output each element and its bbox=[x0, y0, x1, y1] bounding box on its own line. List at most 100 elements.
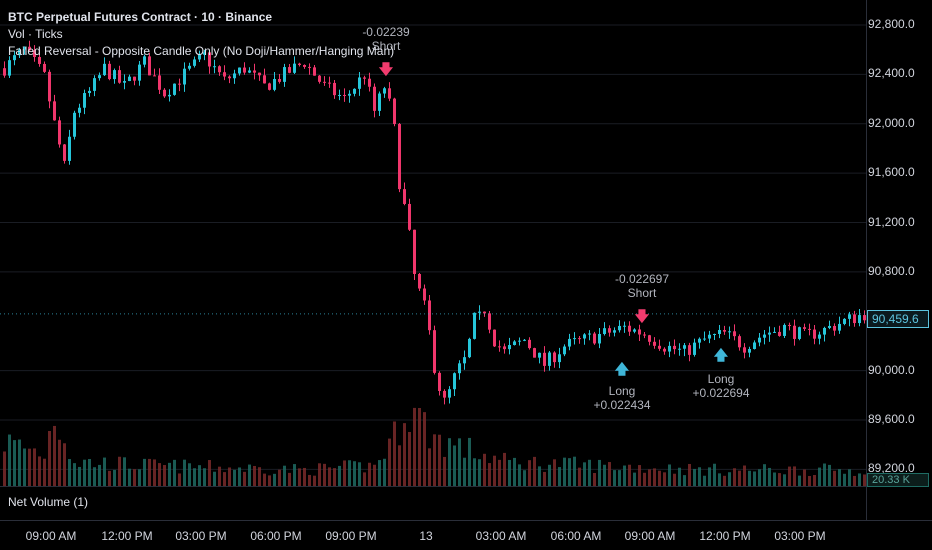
volume-bar bbox=[698, 467, 701, 486]
candle-body bbox=[488, 313, 491, 330]
candle-body bbox=[58, 120, 61, 145]
volume-bar bbox=[63, 443, 66, 486]
candle-body bbox=[798, 327, 801, 339]
volume-bar bbox=[463, 457, 466, 486]
candle-body bbox=[728, 331, 731, 333]
chart-legend: BTC Perpetual Futures Contract · 10 · Bi… bbox=[8, 9, 394, 60]
volume-bar bbox=[403, 423, 406, 486]
volume-bar bbox=[133, 469, 136, 486]
price-tick-label: 90,000.0 bbox=[868, 362, 915, 377]
volume-bar bbox=[98, 464, 101, 486]
candle-body bbox=[43, 63, 46, 72]
volume-bar bbox=[723, 475, 726, 486]
candle-body bbox=[663, 348, 666, 352]
candle-body bbox=[863, 315, 866, 321]
candle-body bbox=[283, 67, 286, 82]
volume-bar bbox=[278, 469, 281, 486]
volume-bar bbox=[393, 421, 396, 486]
volume-bar bbox=[303, 467, 306, 486]
candle-body bbox=[593, 333, 596, 344]
time-axis-border bbox=[0, 520, 932, 521]
short-signal-2-label: Short bbox=[627, 286, 657, 300]
candle-body bbox=[38, 56, 41, 64]
volume-bar bbox=[258, 467, 261, 486]
volume-bar bbox=[818, 467, 821, 486]
candle-body bbox=[348, 93, 351, 96]
candle-body bbox=[248, 70, 251, 73]
pane-divider[interactable] bbox=[0, 486, 866, 487]
volume-bar bbox=[648, 469, 651, 486]
volume-bar bbox=[658, 470, 661, 486]
price-tick-label: 92,000.0 bbox=[868, 115, 915, 130]
candle-body bbox=[633, 329, 636, 332]
volume-bar bbox=[288, 472, 291, 486]
volume-bar bbox=[33, 448, 36, 486]
volume-bar bbox=[383, 458, 386, 486]
volume-bar bbox=[778, 473, 781, 486]
candle-body bbox=[588, 333, 591, 335]
volume-bar bbox=[348, 460, 351, 486]
price-tick-label: 92,400.0 bbox=[868, 66, 915, 81]
candle-body bbox=[718, 330, 721, 334]
candle-body bbox=[383, 88, 386, 94]
volume-bar bbox=[753, 471, 756, 486]
long-signal-2: Long +0.022694 bbox=[692, 372, 749, 400]
candle-body bbox=[263, 75, 266, 84]
volume-bar bbox=[373, 464, 376, 486]
volume-badge: 20.33 K bbox=[867, 473, 929, 487]
candle-body bbox=[223, 72, 226, 77]
volume-bar bbox=[683, 475, 686, 486]
volume-bar bbox=[23, 448, 26, 486]
volume-bar bbox=[633, 472, 636, 486]
short-signal-2: -0.022697 Short bbox=[615, 272, 669, 300]
candle-body bbox=[828, 325, 831, 328]
candle-body bbox=[708, 334, 711, 339]
short-signal-1: -0.02239 Short bbox=[362, 25, 409, 53]
volume-bar bbox=[628, 464, 631, 486]
volume-bar bbox=[498, 459, 501, 486]
candle-body bbox=[233, 73, 236, 79]
volume-bar bbox=[803, 469, 806, 486]
volume-bar bbox=[513, 457, 516, 486]
long-signal-1-value: +0.022434 bbox=[593, 398, 651, 412]
candle-body bbox=[118, 70, 121, 83]
volume-bar bbox=[548, 464, 551, 486]
volume-bar bbox=[573, 456, 576, 486]
candle-body bbox=[443, 390, 446, 398]
candle-body bbox=[778, 331, 781, 336]
candle-body bbox=[608, 328, 611, 333]
candle-body bbox=[523, 339, 526, 341]
candle-body bbox=[83, 93, 86, 108]
candle-body bbox=[583, 334, 586, 339]
volume-bar bbox=[3, 451, 6, 486]
short-signal-1-value: -0.02239 bbox=[362, 25, 410, 39]
candle-body bbox=[73, 112, 76, 137]
price-tick-label: 89,600.0 bbox=[868, 412, 915, 426]
candle-body bbox=[343, 94, 346, 96]
candle-body bbox=[468, 338, 471, 358]
volume-bar bbox=[53, 425, 56, 486]
candle-body bbox=[788, 324, 791, 326]
volume-bar bbox=[203, 468, 206, 486]
volume-legend: Vol · Ticks bbox=[8, 27, 63, 41]
candle-body bbox=[108, 63, 111, 80]
long-signal-2-value: +0.022694 bbox=[692, 386, 750, 400]
candle-body bbox=[678, 348, 681, 350]
volume-bar bbox=[688, 463, 691, 486]
candle-body bbox=[318, 75, 321, 82]
candle-body bbox=[33, 50, 36, 57]
volume-bar bbox=[253, 465, 256, 486]
volume-bar bbox=[468, 437, 471, 486]
candle-body bbox=[433, 330, 436, 373]
candle-body bbox=[288, 67, 291, 73]
candle-body bbox=[558, 354, 561, 363]
volume-bar bbox=[713, 463, 716, 486]
volume-bar bbox=[598, 459, 601, 486]
volume-bar bbox=[138, 469, 141, 486]
volume-bar bbox=[733, 468, 736, 486]
volume-bar bbox=[788, 466, 791, 486]
candle-body bbox=[388, 88, 391, 99]
volume-bar bbox=[738, 470, 741, 486]
volume-bar bbox=[313, 475, 316, 486]
